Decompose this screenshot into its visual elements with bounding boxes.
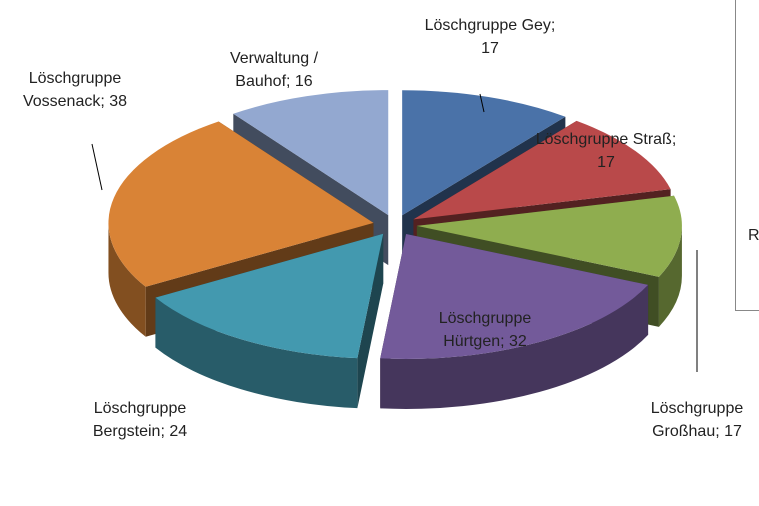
slice-side bbox=[658, 225, 682, 327]
data-label: Löschgruppe Vossenack; 38 bbox=[22, 70, 128, 110]
slice bbox=[402, 90, 566, 216]
slice bbox=[233, 90, 389, 216]
legend-text: R bbox=[748, 227, 759, 244]
data-label: Löschgruppe Gey; 17 bbox=[424, 17, 556, 57]
slice-side bbox=[380, 284, 649, 409]
data-label: Löschgruppe Großhau; 17 bbox=[650, 400, 744, 440]
legend-box bbox=[735, 0, 759, 311]
slice-side bbox=[108, 222, 146, 337]
slice bbox=[380, 233, 649, 359]
data-label: Löschgruppe Straß; 17 bbox=[535, 131, 677, 171]
data-label: Löschgruppe Bergstein; 24 bbox=[92, 400, 188, 440]
slices bbox=[108, 90, 682, 409]
slice bbox=[155, 233, 384, 359]
slice bbox=[108, 121, 374, 287]
slice bbox=[416, 195, 682, 277]
slice bbox=[413, 120, 671, 220]
leader-line bbox=[479, 93, 485, 113]
leader-lines bbox=[91, 93, 698, 372]
data-label: Löschgruppe Hürtgen; 32 bbox=[438, 310, 532, 350]
leader-line bbox=[91, 143, 103, 191]
slice-side bbox=[155, 297, 358, 409]
data-label: Verwaltung / Bauhof; 16 bbox=[229, 50, 319, 90]
